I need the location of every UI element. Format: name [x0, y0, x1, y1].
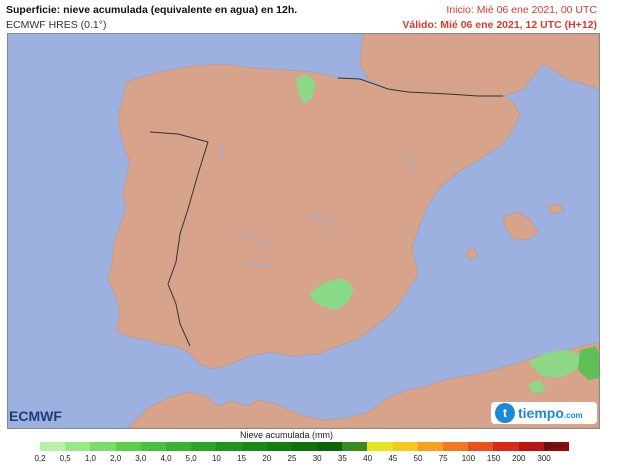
- legend-swatch: [493, 442, 519, 451]
- legend-tick-label: 4,0: [160, 454, 172, 463]
- snow-area-atlas-2: [578, 346, 599, 380]
- legend-tick-label: 50: [413, 454, 423, 463]
- legend-tick-label: 150: [486, 454, 501, 463]
- menorca: [547, 203, 565, 215]
- legend-tick-label: 200: [512, 454, 526, 463]
- legend-title: Nieve acumulada (mm): [240, 430, 334, 440]
- legend-swatch: [241, 442, 267, 451]
- legend-tick-label: 300: [537, 454, 551, 463]
- legend-tick-label: 15: [237, 454, 247, 463]
- africa-land: [127, 341, 599, 428]
- legend-tick-label: 75: [438, 454, 448, 463]
- river-2: [307, 213, 339, 227]
- ibiza: [465, 247, 479, 261]
- snow-area-atlas-1: [528, 350, 583, 378]
- map-title: Superficie: nieve acumulada (equivalente…: [6, 4, 298, 16]
- iberia-map: [8, 34, 599, 428]
- init-time: Inicio: Mié 06 ene 2021, 00 UTC: [446, 4, 597, 16]
- legend-colorbar: [40, 442, 569, 451]
- legend-tick-label: 10: [211, 454, 221, 463]
- legend-arrow: [544, 442, 568, 450]
- legend-tick-label: 3,0: [135, 454, 147, 463]
- legend-tick-label: 20: [262, 454, 272, 463]
- tiempo-icon: t: [495, 403, 515, 423]
- tiempo-wordmark: tiempo.com: [518, 405, 583, 421]
- legend-swatch: [216, 442, 242, 451]
- legend-swatch: [392, 442, 418, 451]
- legend-swatch: [90, 442, 116, 451]
- legend-tick-label: 0,5: [59, 454, 71, 463]
- legend-tick-label: 100: [461, 454, 476, 463]
- snow-area-sierra-nevada: [310, 278, 354, 310]
- legend-swatch: [65, 442, 91, 451]
- legend-swatch: [367, 442, 393, 451]
- legend-tick-label: 0,2: [34, 454, 46, 463]
- header-left: Superficie: nieve acumulada (equivalente…: [6, 3, 297, 33]
- legend-swatch: [266, 442, 292, 451]
- header-right: Inicio: Mié 06 ene 2021, 00 UTC Válido: …: [402, 3, 597, 33]
- legend-tick-label: 25: [287, 454, 297, 463]
- model-label: ECMWF HRES (0.1°): [6, 19, 107, 31]
- legend-tick-label: 1,0: [84, 454, 96, 463]
- legend-tick-label: 2,0: [110, 454, 122, 463]
- snow-area-atlas-3: [528, 380, 546, 394]
- tiempo-logo: t tiempo.com: [491, 402, 597, 424]
- legend-swatch: [417, 442, 443, 451]
- legend-swatch: [291, 442, 318, 451]
- legend-swatch: [342, 442, 368, 451]
- spain-portugal-border: [149, 131, 209, 347]
- legend-swatch: [317, 442, 343, 451]
- legend-tick-label: 45: [388, 454, 398, 463]
- river-1: [237, 233, 274, 247]
- legend-swatch: [191, 442, 217, 451]
- spain-france-border: [337, 77, 503, 97]
- legend-ticks: 0,2 0,5 1,0 2,0 3,0 4,0 5,0 10 15 20 25 30 35 40 45 50 7…: [28, 454, 568, 466]
- legend-swatch: [468, 442, 494, 451]
- legend-swatch: [40, 442, 66, 451]
- legend-swatch: [518, 442, 544, 451]
- map-area[interactable]: [7, 33, 600, 429]
- ecmwf-logo: ECMWF: [9, 408, 62, 424]
- legend-tick-label: 5,0: [185, 454, 197, 463]
- river-5: [407, 153, 412, 171]
- legend-swatch: [165, 442, 192, 451]
- legend-swatch: [115, 442, 141, 451]
- river-4: [217, 143, 222, 161]
- mallorca: [502, 211, 539, 241]
- legend-tick-label: 35: [337, 454, 347, 463]
- legend-tick-label: 40: [363, 454, 373, 463]
- snow-area-cantabria: [296, 74, 316, 104]
- legend-swatch: [443, 442, 469, 451]
- legend-tick-label: 30: [312, 454, 322, 463]
- legend-swatch: [140, 442, 166, 451]
- valid-time: Válido: Mié 06 ene 2021, 12 UTC (H+12): [402, 19, 597, 31]
- river-3: [245, 261, 271, 266]
